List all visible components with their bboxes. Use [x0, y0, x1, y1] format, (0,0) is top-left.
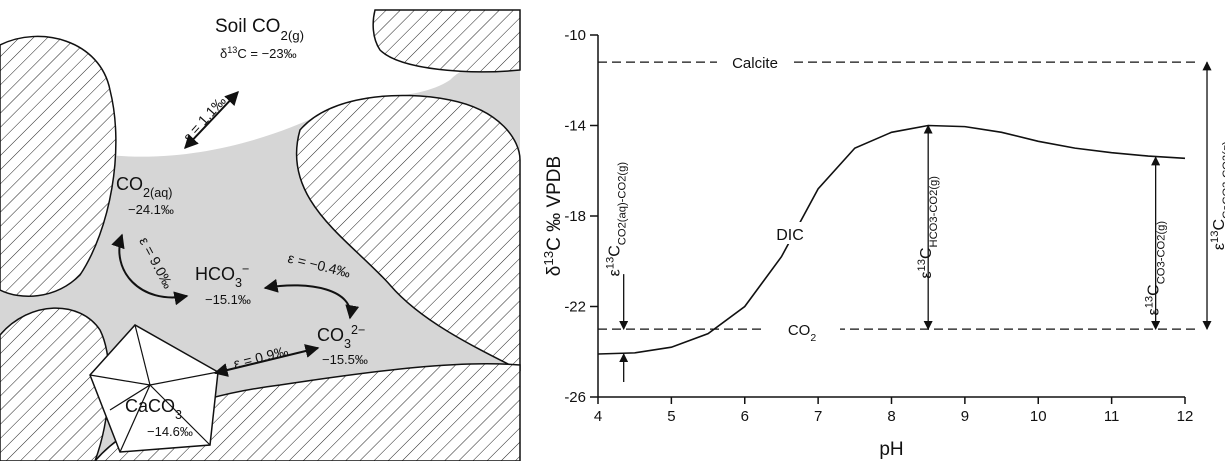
- text-sup: 2−: [351, 323, 365, 337]
- text-part: ε: [1211, 243, 1225, 250]
- text-part: CO: [317, 325, 344, 345]
- text-part: C: [1211, 219, 1225, 231]
- fractionation-label: ε = 1.1‰: [180, 93, 229, 145]
- species-delta: −15.1‰: [205, 292, 251, 307]
- x-axis-label: pH: [879, 439, 903, 460]
- text-part: Calcite: [732, 55, 778, 72]
- text-sub: 3: [175, 408, 182, 422]
- text-sup: 13: [1209, 230, 1221, 242]
- x-tick-label: 6: [741, 408, 749, 425]
- text-part: −15.5‰: [322, 352, 368, 367]
- text-sub: CaCO3-CO2(g): [1221, 141, 1225, 219]
- species-delta: δ13C = −23‰: [220, 45, 297, 61]
- text-sup: 13: [916, 259, 928, 271]
- text-sub: 2: [810, 332, 816, 344]
- y-axis-label: δ13C ‰ VPDB: [541, 156, 566, 276]
- text-part: ε: [918, 271, 935, 278]
- data-line: [597, 124, 1186, 355]
- species-label: CO32−: [317, 323, 365, 351]
- reference-label: CO2: [788, 322, 817, 344]
- text-part: CO: [116, 174, 143, 194]
- text-sub: 2(g): [280, 28, 304, 43]
- text-part: −14.6‰: [147, 424, 193, 439]
- text-sub: 2(aq): [143, 186, 172, 200]
- x-tick-label: 5: [667, 408, 675, 425]
- exchange-arrow: [263, 278, 360, 320]
- x-tick-label: 11: [1104, 408, 1120, 425]
- grain: [0, 307, 110, 461]
- text-sub: HCO3-CO2(g): [928, 176, 940, 248]
- epsilon-label: ε13CCaCO3-CO2(g): [1209, 141, 1225, 250]
- x-tick-label: 9: [961, 408, 969, 425]
- x-tick-label: 8: [887, 408, 895, 425]
- reference-label: Calcite: [732, 55, 778, 72]
- species-label: Soil CO2(g): [215, 16, 304, 43]
- text-part: δ: [544, 266, 565, 277]
- text-sup: 13: [227, 45, 237, 55]
- x-tick-label: 4: [594, 408, 602, 425]
- text-sup: 13: [541, 251, 556, 266]
- species-label: CO2(aq): [116, 174, 172, 200]
- species-label: CaCO3: [125, 396, 182, 422]
- text-part: C = −23‰: [237, 46, 296, 61]
- epsilon-label: ε13CCO2(aq)-CO2(g): [605, 162, 629, 277]
- pore-diagram: [0, 9, 521, 461]
- text-sup: 13: [1144, 296, 1156, 308]
- text-part: Soil CO: [215, 16, 280, 37]
- species-delta: −14.6‰: [147, 424, 193, 439]
- text-part: ε: [1146, 308, 1163, 315]
- text-sup: −: [242, 262, 249, 276]
- label-bg: [717, 52, 793, 73]
- text-part: −15.1‰: [205, 292, 251, 307]
- x-tick-label: 12: [1177, 408, 1194, 425]
- text-part: δ: [220, 46, 227, 61]
- text-part: ε: [607, 269, 624, 276]
- exchange-arrow: [184, 90, 239, 150]
- x-tick-label: 7: [814, 408, 822, 425]
- text-sub: 3: [235, 276, 242, 290]
- text-part: CaCO: [125, 396, 175, 416]
- text-part: C: [1146, 284, 1163, 296]
- text-sub: CO2(aq)-CO2(g): [617, 162, 629, 246]
- exchange-arrow: [111, 233, 189, 306]
- epsilon-label: ε13CCO3-CO2(g): [1144, 221, 1168, 316]
- grain: [0, 35, 117, 297]
- x-tick-label: 10: [1030, 408, 1047, 425]
- y-tick-label: -14: [564, 118, 586, 135]
- y-tick-label: -18: [564, 208, 586, 225]
- grain: [372, 9, 521, 73]
- label-bg: [772, 222, 810, 244]
- y-tick-label: -10: [564, 27, 586, 44]
- text-part: C: [918, 247, 935, 259]
- text-sub: 3: [344, 337, 351, 351]
- text-sub: CO3-CO2(g): [1156, 221, 1168, 285]
- species-label: HCO3−: [195, 262, 249, 290]
- text-part: −24.1‰: [128, 202, 174, 217]
- text-part: CO: [788, 322, 811, 339]
- epsilon-label: ε13CHCO3-CO2(g): [916, 176, 940, 279]
- series-label: DIC: [776, 227, 804, 244]
- y-tick-label: -22: [564, 299, 586, 316]
- text-part: C ‰ VPDB: [544, 156, 565, 251]
- y-tick-label: -26: [564, 389, 586, 406]
- text-part: HCO: [195, 264, 235, 284]
- text-part: C: [607, 245, 624, 257]
- species-delta: −24.1‰: [128, 202, 174, 217]
- exchange-arrow: [213, 344, 320, 377]
- text-sup: 13: [605, 257, 617, 269]
- label-bg: [764, 319, 840, 340]
- species-delta: −15.5‰: [322, 352, 368, 367]
- crystal-edges: [89, 324, 219, 453]
